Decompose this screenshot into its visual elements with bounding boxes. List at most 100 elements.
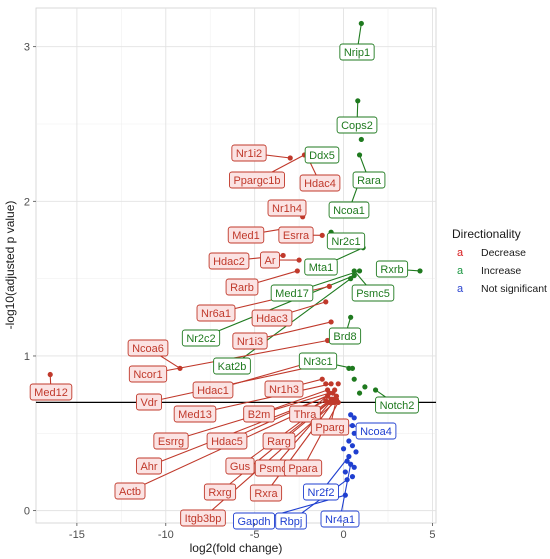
point-label-text: Ahr: [140, 461, 157, 473]
point-label-box: [304, 258, 338, 276]
point-label-box: [128, 365, 168, 383]
legend-label: Not significant: [481, 283, 547, 295]
legend-label: Decrease: [481, 247, 526, 259]
point-label-psmc5: Psmc5: [351, 284, 395, 302]
point-label-text: Ppargc1b: [233, 175, 280, 187]
point-label-box: [375, 260, 409, 278]
x-tick-label: 5: [429, 529, 435, 541]
scatter-point: [356, 390, 363, 396]
scatter-point: [280, 252, 286, 259]
point-label-text: Thra: [294, 409, 318, 421]
point-label-text: Gus: [230, 461, 251, 473]
point-label-text: Cops2: [341, 120, 373, 132]
y-tick-label: 3: [24, 42, 30, 54]
scatter-point: [348, 276, 354, 282]
point-labels: Nrip1 Cops2 Ddx5 Rara Ncoa1 Nr2c1 Rxrb Mta1 Med1…: [29, 43, 419, 530]
point-label-text: Vdr: [140, 397, 157, 409]
scatter-point: [353, 449, 359, 455]
scatter-point: [324, 393, 331, 399]
legend-label: Increase: [481, 265, 521, 277]
point-label-box: [231, 144, 267, 162]
point-label-box: [192, 381, 234, 399]
point-label-text: Itgb3bp: [185, 513, 222, 525]
point-label-nr2c1: Nr2c1: [326, 232, 366, 250]
legend-entry-not-significant: a Not significant: [457, 283, 547, 295]
point-label-box: [153, 432, 189, 450]
point-label-med17: Med17: [270, 284, 314, 302]
point-label-text: Rarb: [230, 282, 254, 294]
label-connector: [194, 383, 332, 415]
point-label-ncoa4: Ncoa4: [355, 422, 397, 440]
point-label-box: [328, 201, 370, 219]
legend-key: a: [457, 247, 464, 259]
legend-title: Directionality: [452, 227, 521, 241]
x-tick-label: -5: [250, 529, 260, 541]
point-label-nr2c2: Nr2c2: [181, 329, 221, 347]
point-label-box: [326, 232, 366, 250]
point-label-box: [310, 418, 350, 436]
point-label-hdac1: Hdac1: [192, 381, 234, 399]
y-tick-label: 0: [24, 506, 30, 518]
scatter-point: [177, 365, 183, 371]
scatter-point: [348, 461, 354, 467]
point-label-box: [206, 432, 248, 450]
point-label-text: Rbpj: [280, 516, 303, 528]
point-label-thra: Thra: [289, 405, 321, 423]
point-label-box: [320, 510, 360, 528]
point-label-cops2: Cops2: [336, 116, 378, 134]
scatter-point: [372, 387, 379, 393]
point-label-ar: Ar: [260, 251, 280, 269]
point-label-text: Pparg: [315, 422, 344, 434]
point-label-box: [339, 43, 375, 61]
scatter-point: [332, 399, 338, 405]
point-label-box: [298, 352, 338, 370]
point-label-text: Ncor1: [133, 369, 162, 381]
label-connector: [265, 402, 334, 494]
point-label-text: Kat2b: [218, 361, 247, 373]
point-label-box: [135, 393, 163, 411]
point-label-box: [275, 512, 307, 530]
point-label-box: [304, 146, 340, 164]
scatter-point: [417, 268, 423, 274]
y-tick-label: 1: [24, 351, 30, 363]
point-label-text: Ncoa6: [132, 343, 164, 355]
point-label-box: [135, 457, 163, 475]
point-label-box: [299, 174, 341, 192]
scatter-point: [330, 390, 336, 396]
point-label-text: Ddx5: [309, 150, 335, 162]
scatter-point: [358, 20, 364, 27]
point-label-text: Med13: [178, 409, 212, 421]
legend-entry-decrease: a Decrease: [457, 247, 526, 259]
point-label-text: Actb: [119, 486, 141, 498]
scatter-point: [47, 371, 53, 378]
point-label-ncoa1: Ncoa1: [328, 201, 370, 219]
legend-key: a: [457, 283, 464, 295]
point-label-text: Ppara: [288, 463, 318, 475]
scatter-point: [342, 492, 348, 498]
point-label-nr1h4: Nr1h4: [267, 199, 307, 217]
label-connector: [272, 398, 334, 469]
point-label-box: [283, 459, 323, 477]
point-label-nr3c1: Nr3c1: [298, 352, 338, 370]
point-label-nr1i2: Nr1i2: [231, 144, 267, 162]
point-label-text: Mta1: [309, 262, 333, 274]
point-label-box: [173, 405, 217, 423]
scatter-point: [326, 399, 332, 405]
point-label-box: [114, 482, 146, 500]
point-label-box: [29, 383, 73, 401]
point-label-text: Hdac1: [197, 385, 229, 397]
point-label-gus: Gus: [225, 457, 255, 475]
scatter-point: [356, 268, 363, 274]
legend-key: a: [457, 265, 464, 277]
point-label-rara: Rara: [352, 171, 386, 189]
scatter-point: [323, 381, 329, 387]
point-label-text: Psmc5: [356, 288, 390, 300]
scatter-point: [348, 412, 354, 418]
scatter-point: [344, 477, 350, 483]
point-label-text: B2m: [248, 409, 271, 421]
scatter-point: [349, 422, 356, 429]
point-label-text: Nrip1: [344, 47, 370, 59]
point-label-box: [267, 199, 307, 217]
scatter-point: [344, 458, 350, 464]
point-label-text: Nr3c1: [303, 356, 332, 368]
